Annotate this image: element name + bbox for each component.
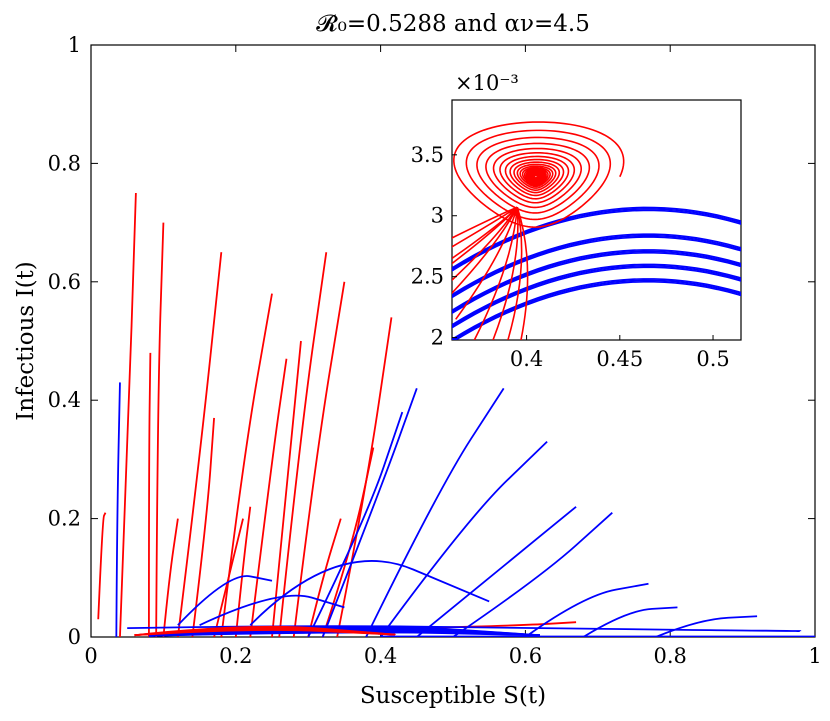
inset-y-tick-label: 3.5 xyxy=(411,143,444,167)
y-tick-label: 0.2 xyxy=(48,507,81,531)
x-tick-label: 0.4 xyxy=(364,644,397,668)
inset-y-tick-label: 3 xyxy=(431,204,444,228)
chart-title: 𝓡₀=0.5288 and αν=4.5 xyxy=(316,11,590,37)
x-tick-label: 0 xyxy=(84,644,97,668)
y-tick-label: 0.4 xyxy=(48,388,81,412)
phase-portrait-chart: 0 0.2 0.4 0.6 0.8 1 0 0.2 0.4 0.6 0.8 1 𝓡₀=0.5288 a… xyxy=(0,0,830,721)
x-tick-label: 0.2 xyxy=(219,644,252,668)
inset-x-tick-label: 0.45 xyxy=(596,347,643,371)
y-tick-label: 0.6 xyxy=(48,270,81,294)
x-tick-label: 0.8 xyxy=(653,644,686,668)
inset-y-tick-label: 2 xyxy=(431,326,444,350)
x-tick-label: 1 xyxy=(808,644,821,668)
inset-x-tick-label: 0.4 xyxy=(510,347,543,371)
inset-multiplier: ×10⁻³ xyxy=(455,71,519,95)
y-tick-label: 0.8 xyxy=(48,151,81,175)
y-tick-label: 0 xyxy=(68,625,81,649)
y-tick-label: 1 xyxy=(68,33,81,57)
y-axis-label: Infectious I(t) xyxy=(13,261,39,421)
x-axis-label: Susceptible S(t) xyxy=(360,683,546,709)
inset-x-tick-label: 0.5 xyxy=(696,347,729,371)
inset-y-tick-label: 2.5 xyxy=(411,265,444,289)
x-tick-label: 0.6 xyxy=(509,644,542,668)
